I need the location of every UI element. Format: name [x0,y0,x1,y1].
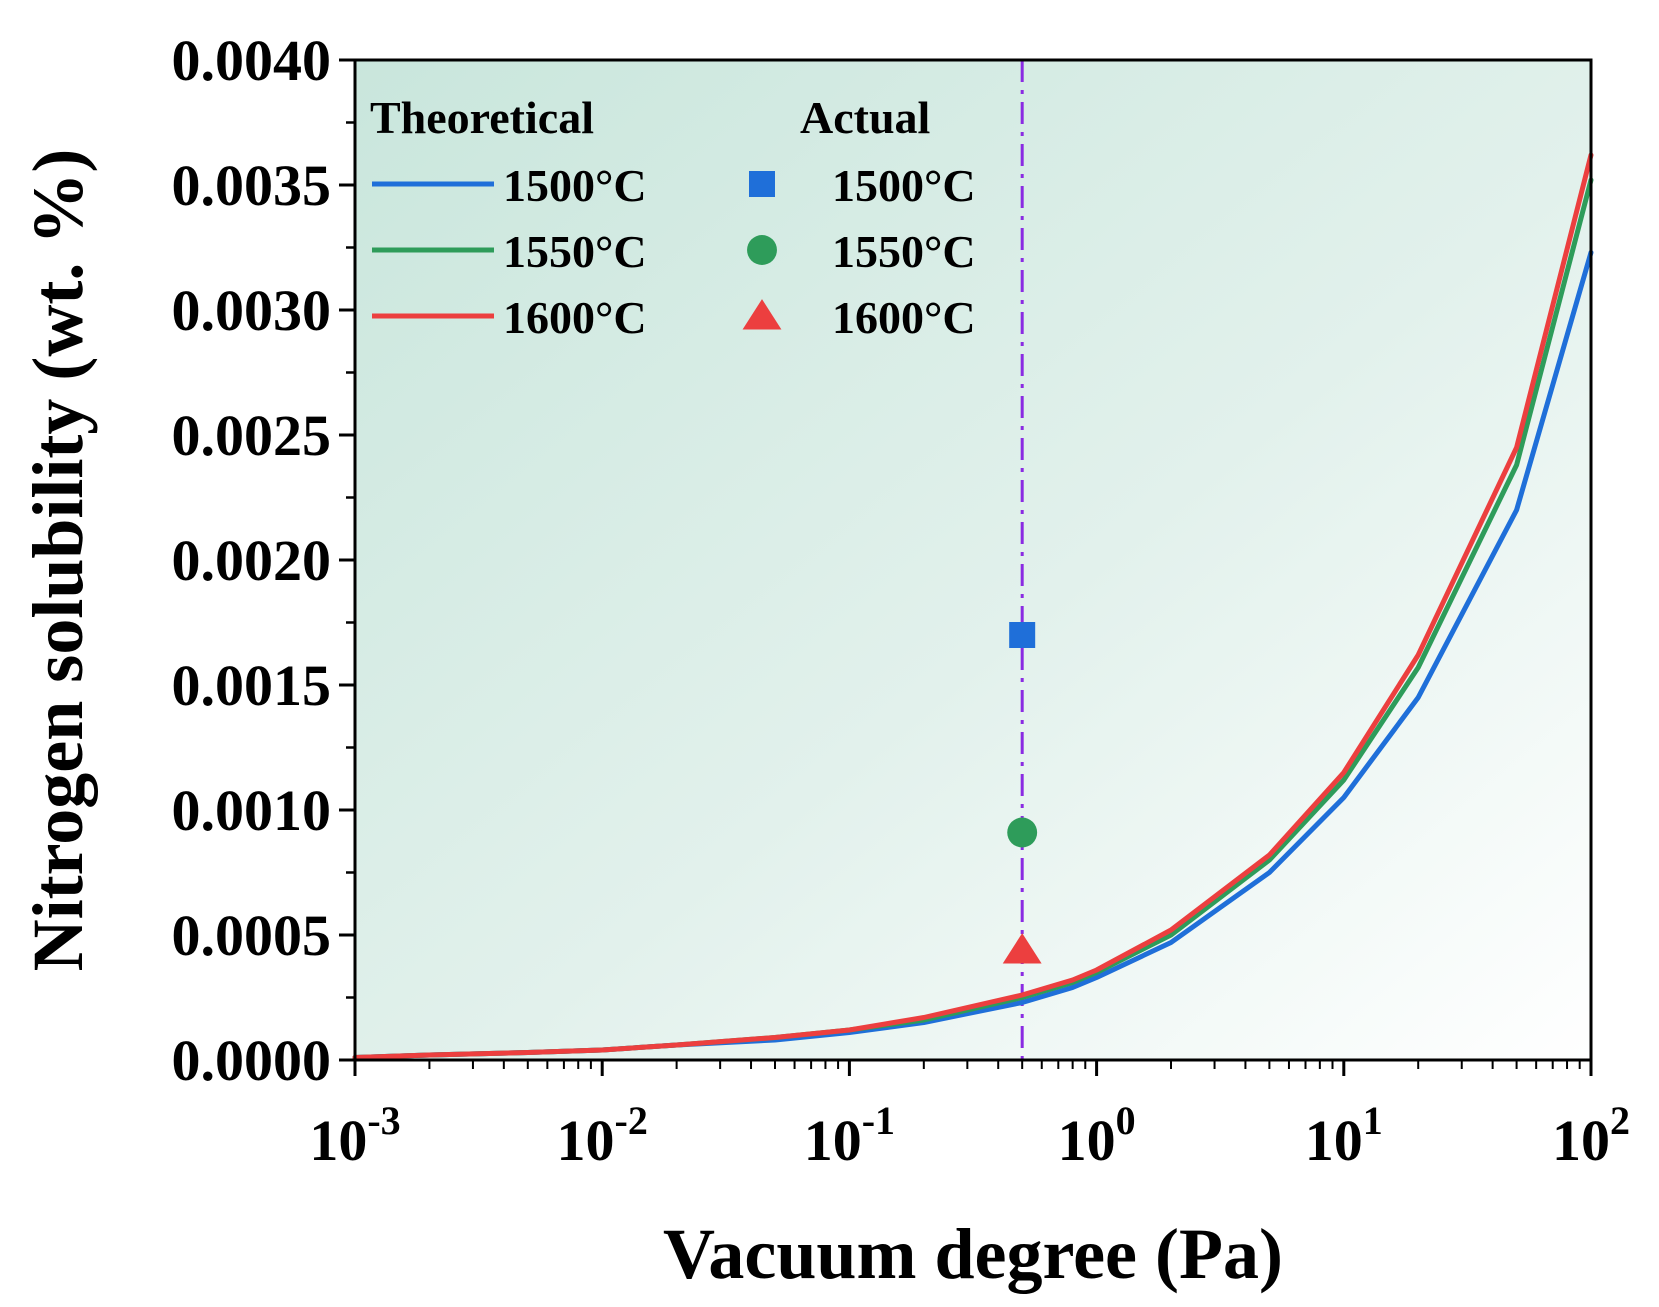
legend-label-theoretical: 1550°C [503,226,647,277]
x-tick-base: 10 [1058,1108,1116,1173]
legend-label-actual: 1550°C [832,226,976,277]
legend-label-theoretical: 1600°C [503,292,647,343]
x-tick-label: 100 [1058,1098,1136,1173]
x-tick-label: 10-2 [557,1098,648,1173]
y-tick-label: 0.0020 [172,528,332,593]
y-tick-label: 0.0035 [172,153,332,218]
y-tick-label: 0.0015 [172,653,332,718]
x-tick-label: 10-3 [309,1098,400,1173]
x-tick-base: 10 [557,1108,615,1173]
y-axis-title: Nitrogen solubility (wt. %) [18,149,98,972]
x-tick-base: 10 [1552,1108,1610,1173]
series-line-1600°C [352,152,1594,1060]
x-tick-exponent: -3 [367,1098,400,1143]
x-tick-exponent: -2 [615,1098,648,1143]
legend-header-actual: Actual [800,92,930,143]
x-tick-base: 10 [804,1108,862,1173]
x-tick-exponent: 0 [1116,1098,1136,1143]
legend-label-actual: 1500°C [832,160,976,211]
x-tick-label: 101 [1305,1098,1383,1173]
legend-marker-1600°C [742,299,782,330]
x-tick-label: 10-1 [804,1098,895,1173]
x-tick-exponent: -1 [862,1098,895,1143]
actual-point-1600°C [1002,933,1042,964]
legend-marker-1550°C [747,235,777,265]
y-tick-label: 0.0005 [172,903,332,968]
x-axis-title: Vacuum degree (Pa) [663,1214,1283,1294]
legend-header-theoretical: Theoretical [370,92,594,143]
x-tick-label: 102 [1552,1098,1630,1173]
y-tick-label: 0.0000 [172,1028,332,1093]
legend-label-actual: 1600°C [832,292,976,343]
y-tick-label: 0.0010 [172,778,332,843]
actual-point-1500°C [1009,622,1036,648]
x-tick-base: 10 [1305,1108,1363,1173]
actual-point-1550°C [1007,817,1038,848]
x-tick-base: 10 [309,1108,367,1173]
y-tick-label: 0.0025 [172,403,332,468]
x-tick-exponent: 1 [1363,1098,1383,1143]
x-tick-exponent: 2 [1610,1098,1630,1143]
plot-background [355,60,1591,1060]
y-tick-label: 0.0030 [172,278,332,343]
legend-marker-1500°C [749,171,775,197]
y-tick-label: 0.0040 [172,28,332,93]
legend-label-theoretical: 1500°C [503,160,647,211]
